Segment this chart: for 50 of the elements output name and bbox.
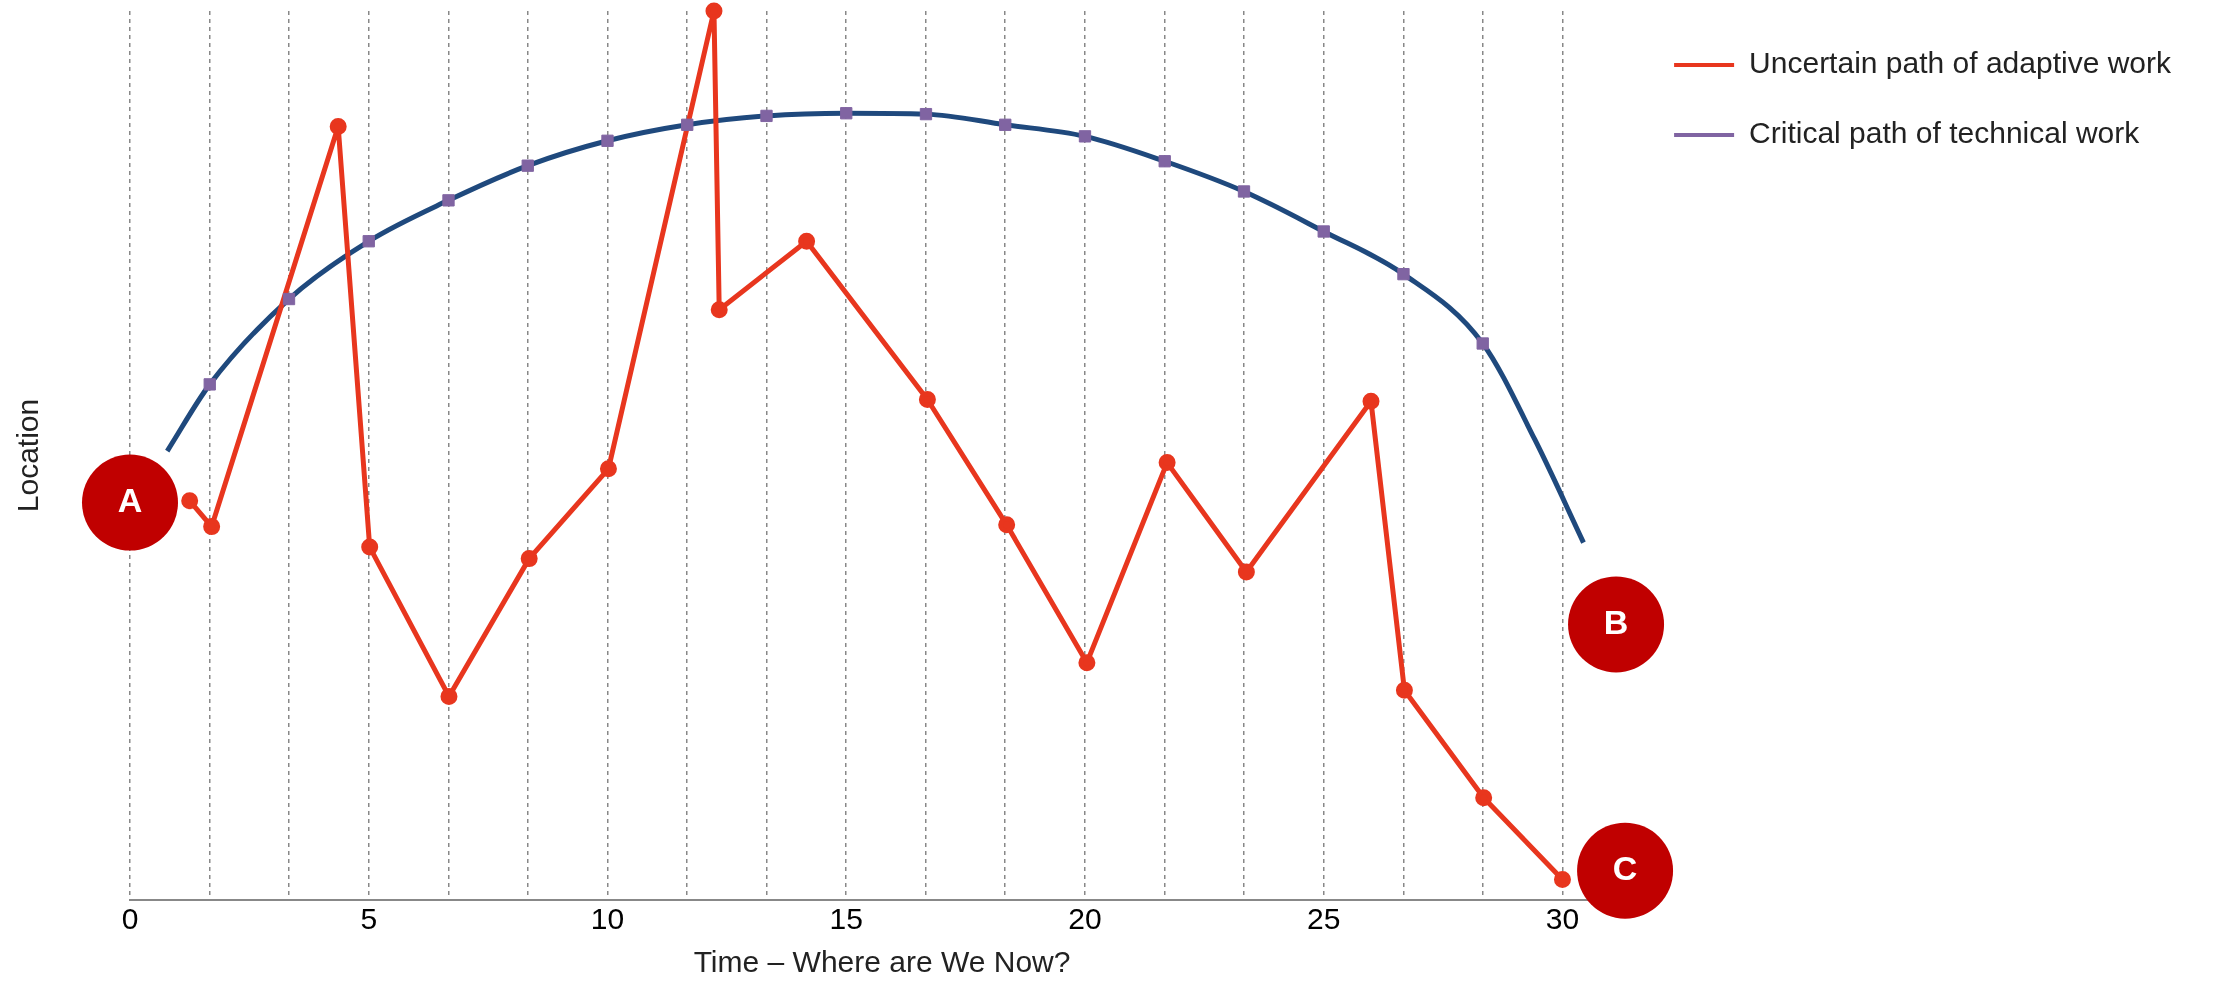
point: [601, 134, 614, 147]
x-tick-label: 10: [590, 902, 625, 936]
point: [521, 159, 534, 172]
point: [181, 492, 199, 510]
y-axis-title: Location: [11, 398, 45, 513]
point: [1078, 130, 1092, 143]
x-tick-label: 0: [121, 902, 139, 936]
point: [1237, 185, 1251, 198]
point: [798, 232, 816, 250]
legend-label: Critical path of technical work: [1749, 116, 2141, 150]
annotation: C: [1612, 849, 1638, 888]
point: [282, 292, 296, 306]
point: [1476, 337, 1489, 350]
point: [329, 118, 347, 136]
annotation: B: [1603, 602, 1629, 641]
point: [599, 460, 617, 478]
point: [1395, 681, 1413, 699]
x-tick-label: 25: [1307, 902, 1341, 936]
point: [520, 550, 538, 568]
point: [440, 687, 458, 705]
point: [203, 378, 216, 391]
x-tick-label: 15: [829, 902, 863, 936]
x-tick-label: 20: [1068, 902, 1102, 936]
point: [1237, 563, 1255, 581]
x-tick-label: 5: [360, 902, 378, 936]
x-tick-label: 30: [1545, 902, 1580, 936]
point: [1362, 392, 1380, 410]
point: [1078, 654, 1096, 672]
point: [362, 235, 375, 248]
point: [760, 109, 773, 123]
point: [681, 118, 694, 131]
point: [918, 390, 936, 408]
point: [1158, 454, 1176, 472]
point: [1475, 789, 1493, 807]
point: [705, 2, 723, 20]
point: [999, 118, 1012, 131]
point: [203, 518, 221, 536]
legend-label: Uncertain path of adaptive work: [1749, 46, 2172, 80]
point: [442, 194, 455, 207]
point: [1158, 155, 1171, 168]
point: [361, 538, 379, 556]
point: [1553, 871, 1571, 889]
point: [998, 516, 1016, 534]
point: [1317, 225, 1330, 238]
x-axis-title: Time – Where are We Now?: [693, 945, 1071, 979]
point: [710, 301, 728, 319]
point: [840, 107, 853, 120]
annotation: A: [117, 480, 143, 519]
point: [919, 107, 933, 121]
point: [1397, 267, 1410, 281]
